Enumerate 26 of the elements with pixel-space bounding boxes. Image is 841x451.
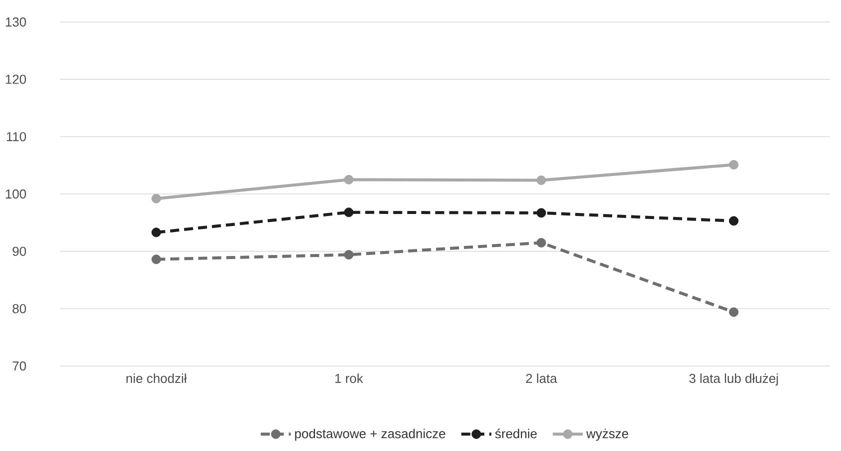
y-tick-label: 100 (6, 189, 26, 199)
point (152, 194, 162, 204)
y-tick-label: 120 (6, 74, 26, 84)
y-tick-label: 110 (6, 132, 26, 142)
point (344, 208, 354, 218)
y-tick-label: 80 (12, 304, 26, 314)
point (152, 228, 162, 238)
point (344, 174, 354, 184)
x-tick-label: 3 lata lub dłużej (689, 374, 778, 386)
point (536, 208, 546, 218)
point (344, 250, 354, 260)
legend-label: średnie (495, 428, 537, 438)
point (152, 254, 162, 264)
point (729, 216, 739, 226)
x-tick-label: 2 lata (526, 374, 558, 384)
point (536, 238, 546, 248)
point (536, 175, 546, 185)
y-tick-label: 70 (12, 361, 26, 371)
legend-label: podstawowe + zasadnicze (295, 428, 446, 441)
y-tick-label: 90 (12, 246, 26, 256)
x-tick-label: nie chodził (126, 374, 187, 384)
point (729, 160, 739, 170)
y-tick-label: 130 (6, 17, 26, 27)
legend-label: wyższe (586, 428, 628, 441)
x-tick-label: 1 rok (335, 374, 364, 384)
point (729, 307, 739, 317)
